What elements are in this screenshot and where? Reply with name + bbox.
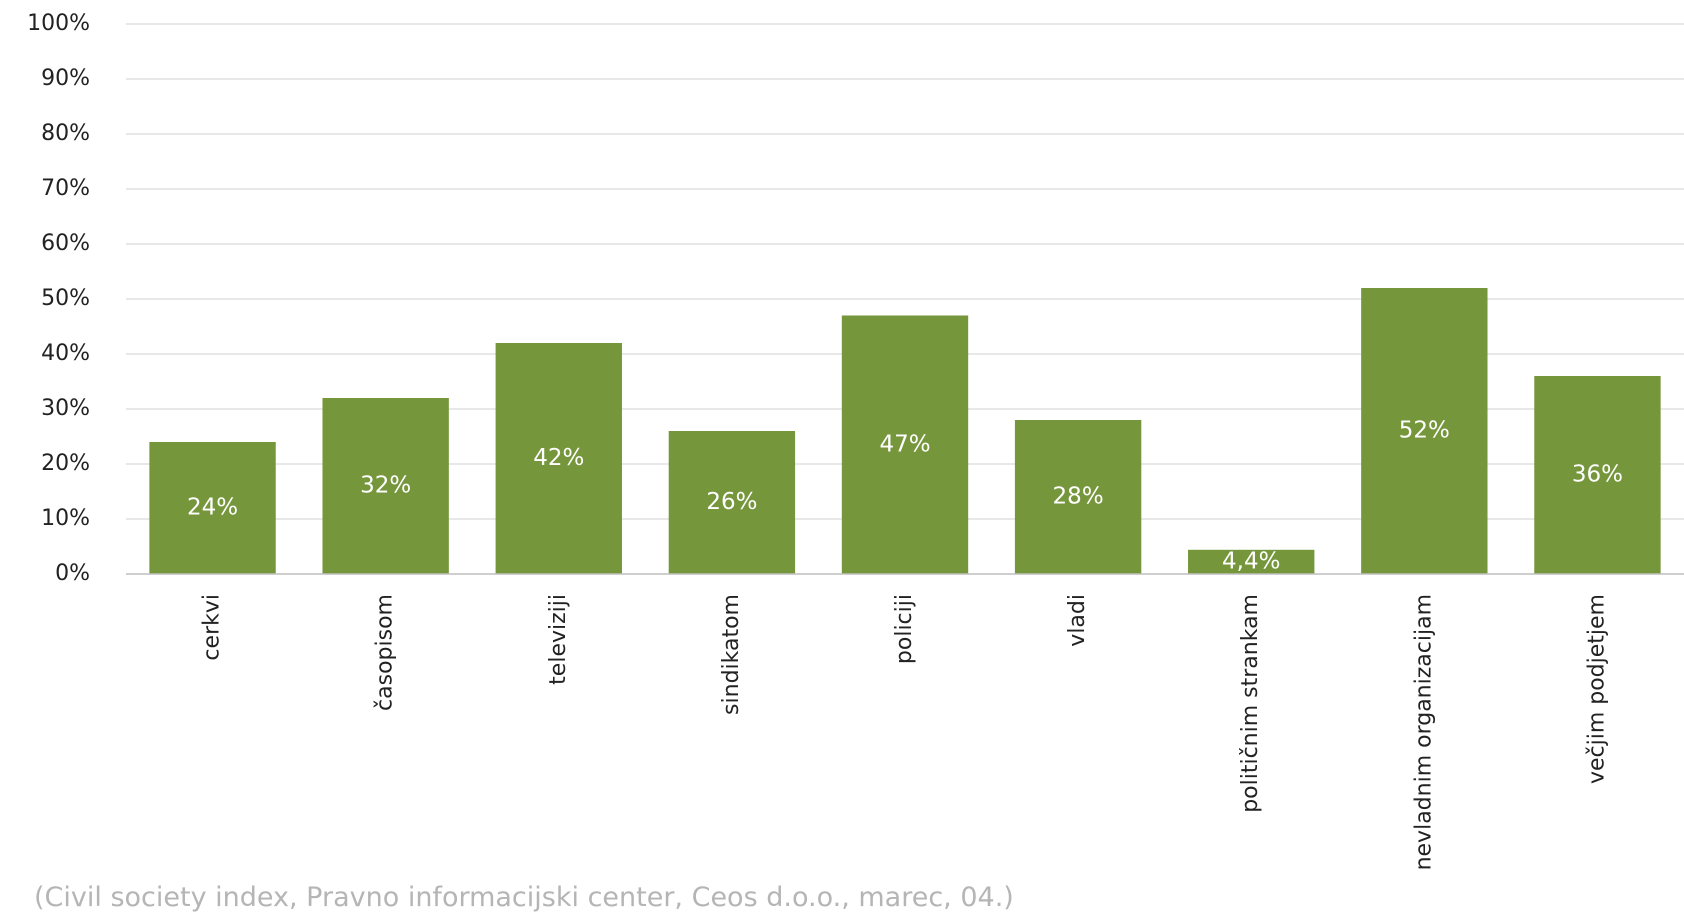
category-label: televiziji <box>546 594 571 685</box>
category-label: cerkvi <box>200 594 225 661</box>
y-tick-label: 20% <box>41 451 90 476</box>
bar <box>841 315 969 574</box>
bar <box>495 343 622 574</box>
bar <box>1188 549 1315 574</box>
data-labels: 24% 32% 42% 26% 47% 28% 4,4% 52% 36% <box>187 418 1623 575</box>
y-axis-ticks: 0% 10% 20% 30% 40% 50% 60% 70% 80% 90% 100% <box>27 11 90 586</box>
y-tick-label: 80% <box>41 121 90 146</box>
data-label: 42% <box>533 445 584 471</box>
bar <box>668 431 796 574</box>
category-labels: cerkvi časopisom televiziji sindikatom polic… <box>200 594 1610 870</box>
category-label: večjim podjetjem <box>1584 594 1609 784</box>
y-tick-label: 60% <box>41 231 90 256</box>
y-tick-label: 10% <box>41 506 90 531</box>
bar <box>149 442 276 574</box>
data-label: 36% <box>1572 462 1623 488</box>
bar <box>322 398 449 574</box>
data-label: 52% <box>1399 418 1450 444</box>
y-tick-label: 90% <box>41 66 90 91</box>
data-label: 28% <box>1053 484 1104 510</box>
source-note: (Civil society index, Pravno informacijs… <box>34 882 1014 913</box>
y-tick-label: 50% <box>41 286 90 311</box>
category-label: političnim strankam <box>1238 594 1263 813</box>
category-label: policiji <box>892 594 917 664</box>
bars <box>149 288 1661 574</box>
y-tick-label: 100% <box>27 11 90 36</box>
bar <box>1534 376 1661 574</box>
data-label: 32% <box>360 473 411 499</box>
category-label: vladi <box>1065 594 1090 647</box>
category-label: časopisom <box>373 594 398 711</box>
data-label: 24% <box>187 495 238 521</box>
bar <box>1361 288 1488 574</box>
y-tick-label: 30% <box>41 396 90 421</box>
category-label: sindikatom <box>719 594 744 715</box>
data-label: 4,4% <box>1222 548 1280 574</box>
y-tick-label: 0% <box>55 561 90 586</box>
y-tick-label: 40% <box>41 341 90 366</box>
data-label: 26% <box>706 489 757 515</box>
category-label: nevladnim organizacijam <box>1411 594 1436 870</box>
bar <box>1014 420 1142 574</box>
y-tick-label: 70% <box>41 176 90 201</box>
data-label: 47% <box>879 431 930 457</box>
